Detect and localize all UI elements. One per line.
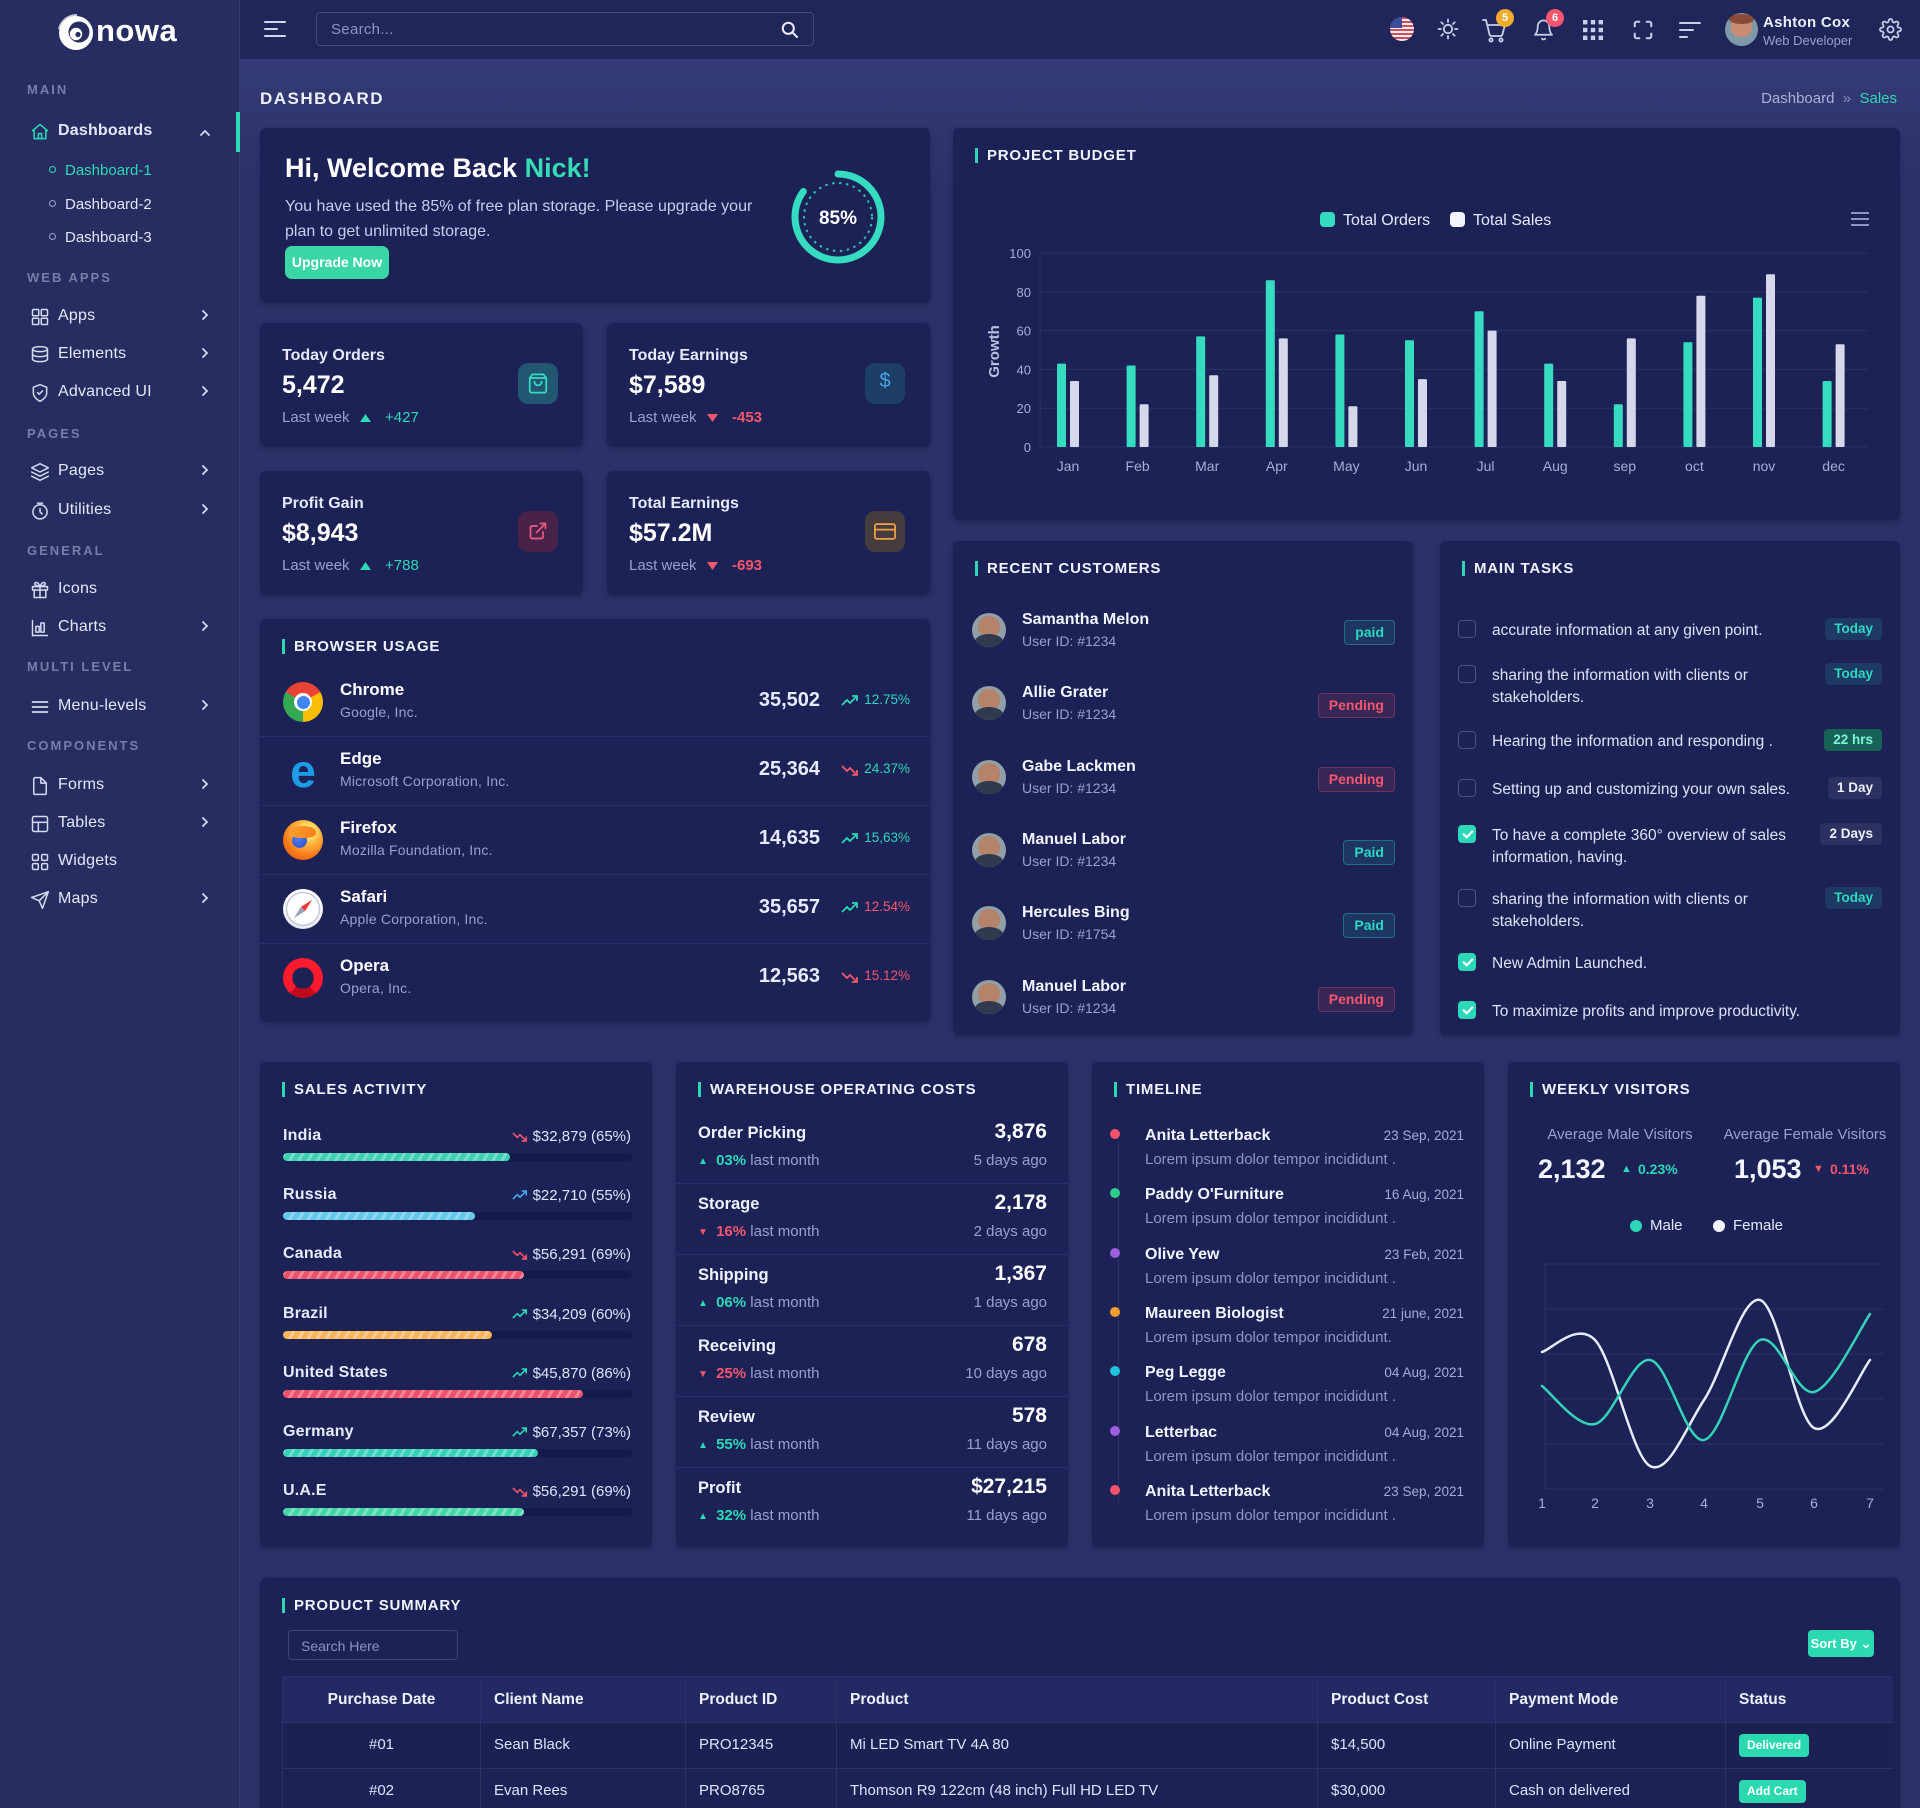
svg-text:Apr: Apr	[1266, 458, 1288, 474]
svg-text:7: 7	[1866, 1495, 1874, 1511]
svg-text:dec: dec	[1822, 458, 1845, 474]
svg-text:Jan: Jan	[1057, 458, 1080, 474]
svg-text:3: 3	[1646, 1495, 1654, 1511]
svg-text:Mar: Mar	[1195, 458, 1219, 474]
svg-text:Jun: Jun	[1405, 458, 1428, 474]
svg-text:4: 4	[1700, 1495, 1708, 1511]
svg-text:May: May	[1333, 458, 1359, 474]
svg-text:60: 60	[1017, 324, 1031, 339]
svg-text:nov: nov	[1753, 458, 1776, 474]
svg-text:1: 1	[1538, 1495, 1546, 1511]
svg-text:100: 100	[1009, 246, 1031, 261]
svg-text:sep: sep	[1614, 458, 1637, 474]
svg-text:Jul: Jul	[1477, 458, 1495, 474]
svg-text:oct: oct	[1685, 458, 1704, 474]
svg-text:80: 80	[1017, 285, 1031, 300]
svg-text:6: 6	[1810, 1495, 1818, 1511]
svg-text:20: 20	[1017, 401, 1031, 416]
svg-text:Aug: Aug	[1543, 458, 1568, 474]
svg-text:2: 2	[1591, 1495, 1599, 1511]
svg-text:e: e	[290, 751, 316, 791]
svg-text:85%: 85%	[819, 208, 857, 229]
svg-text:5: 5	[1756, 1495, 1764, 1511]
svg-text:40: 40	[1017, 362, 1031, 377]
svg-text:0: 0	[1024, 440, 1031, 455]
svg-text:Feb: Feb	[1126, 458, 1150, 474]
